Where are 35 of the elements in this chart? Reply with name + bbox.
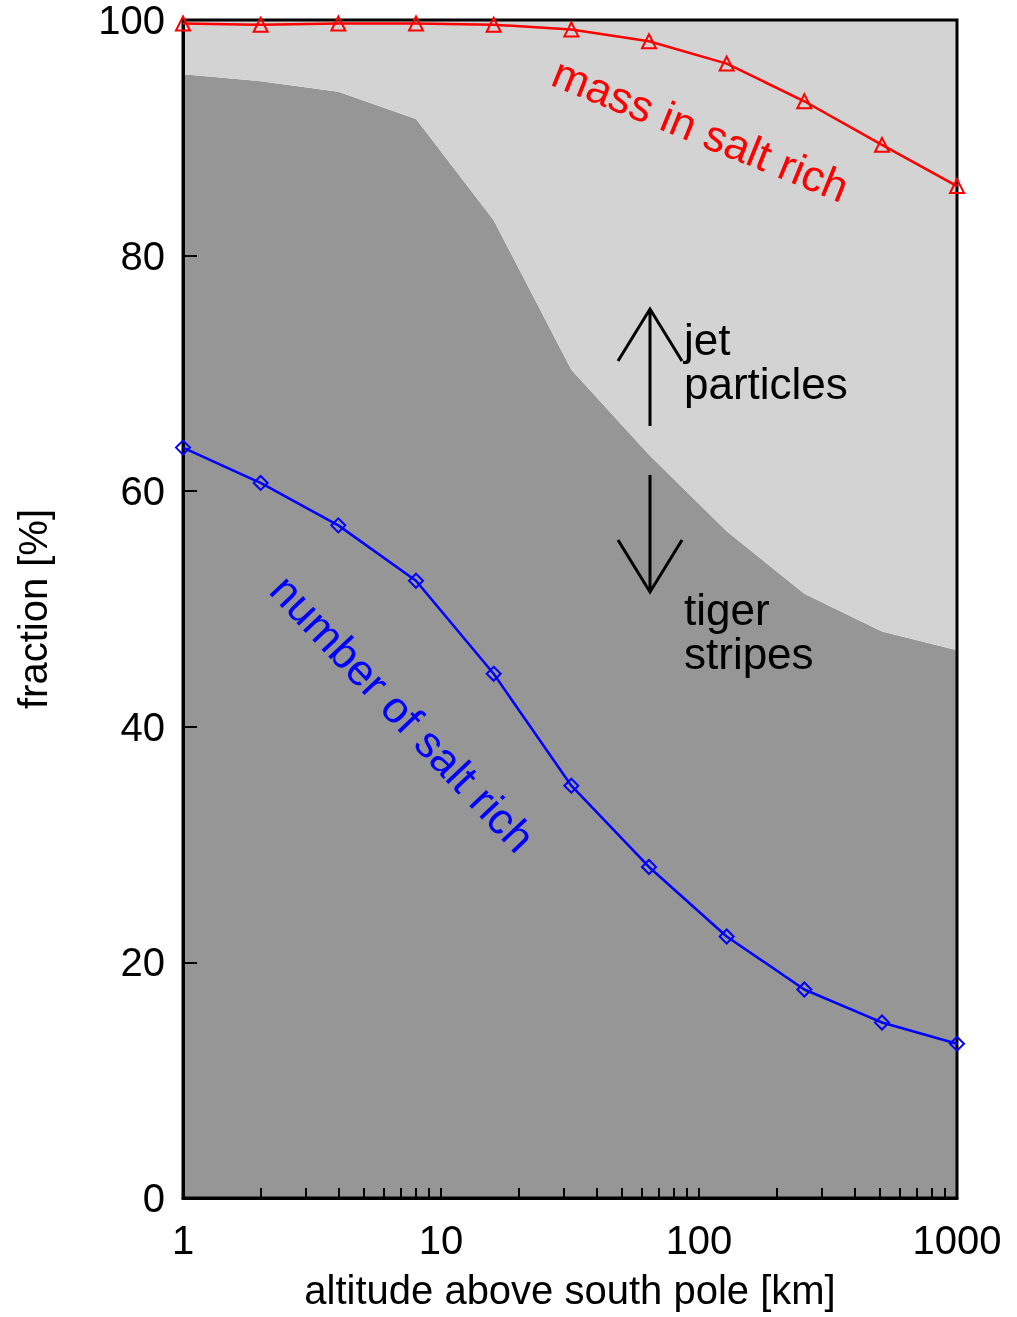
point	[252, 16, 269, 33]
y-tick-label: 0	[142, 1176, 165, 1220]
y-tick-label: 100	[98, 0, 165, 42]
x-tick-label: 100	[665, 1218, 733, 1262]
text: mass in salt rich	[545, 47, 857, 212]
point	[252, 474, 269, 491]
point	[485, 16, 502, 33]
point	[330, 15, 347, 32]
y-tick-label: 20	[120, 940, 165, 985]
point	[408, 15, 424, 32]
x-axis-title: altitude above south pole [km]	[304, 1268, 836, 1312]
y-tick-label: 80	[120, 233, 165, 278]
y-tick-label: 40	[120, 704, 165, 749]
point	[640, 33, 657, 50]
point	[330, 517, 347, 534]
point	[485, 665, 502, 682]
point	[796, 93, 813, 110]
point	[175, 439, 191, 456]
x-tick-label: 1	[171, 1218, 195, 1262]
annotation: jet particles	[684, 315, 849, 408]
point	[873, 1014, 890, 1031]
point	[175, 15, 191, 32]
annotation: tiger stripes	[684, 585, 815, 678]
y-tick-label: 60	[120, 469, 165, 514]
point	[640, 858, 657, 875]
point	[796, 981, 813, 998]
y-axis-title: fraction [%]	[11, 508, 55, 710]
point	[563, 21, 580, 38]
point	[408, 572, 424, 589]
point	[718, 55, 735, 72]
x-tick-label: 1000	[912, 1218, 1002, 1262]
x-tick-label: 10	[418, 1218, 464, 1262]
point	[873, 136, 890, 153]
point	[563, 777, 580, 794]
point	[718, 928, 735, 945]
